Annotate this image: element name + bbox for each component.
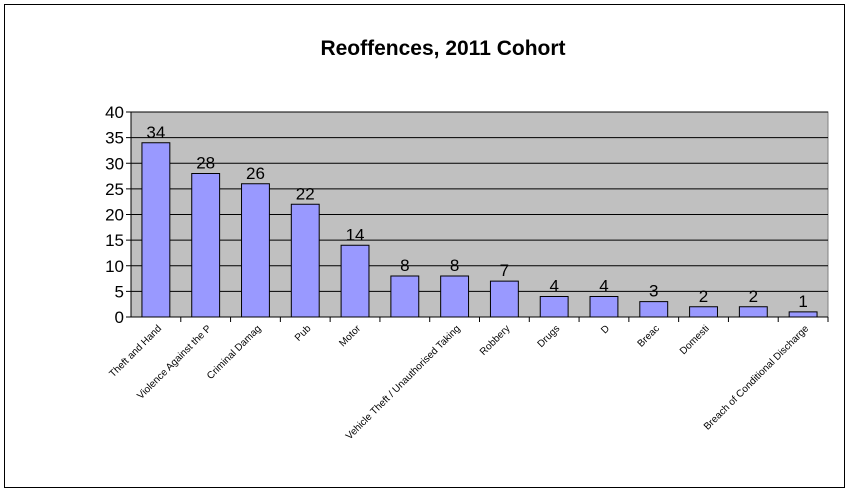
data-label: 7 <box>500 261 509 280</box>
data-label: 22 <box>296 184 315 203</box>
bar <box>738 306 768 318</box>
bar <box>589 296 619 318</box>
data-label: 14 <box>346 225 365 244</box>
y-tick-label: 15 <box>105 231 124 250</box>
data-label: 1 <box>798 292 807 311</box>
y-tick-label: 40 <box>105 103 124 122</box>
bar <box>788 311 818 318</box>
bar <box>241 183 270 318</box>
data-label: 4 <box>599 277 608 296</box>
x-tick-label: Motor <box>337 323 363 349</box>
bar <box>191 173 221 318</box>
data-label: 8 <box>400 256 409 275</box>
y-tick-label: 25 <box>105 180 124 199</box>
y-tick-label: 10 <box>105 257 124 276</box>
x-tick-label: Breach of Conditional Discharge <box>702 323 811 432</box>
bar <box>290 203 320 318</box>
y-tick-label: 5 <box>115 282 124 301</box>
x-tick-label: Robbery <box>478 323 513 358</box>
y-axis: 0 5 10 15 20 25 30 35 40 <box>105 103 132 327</box>
bar <box>639 301 669 318</box>
x-tick-label: Domesti <box>678 323 712 357</box>
bar <box>141 142 171 318</box>
x-tick-label: Theft and Hand <box>107 323 164 380</box>
x-tick-label: Vehicle Theft / Unauthorised Taking <box>344 323 463 442</box>
data-label: 34 <box>146 123 165 142</box>
data-label: 28 <box>196 154 215 173</box>
bar <box>689 306 718 318</box>
x-tick-label: Drugs <box>536 323 563 350</box>
data-label: 8 <box>450 256 459 275</box>
x-tick-label: D <box>599 323 612 336</box>
data-label: 4 <box>549 277 558 296</box>
bar <box>489 280 519 318</box>
x-tick-label: Breac <box>636 323 662 349</box>
y-tick-label: 30 <box>105 154 124 173</box>
bar <box>440 275 470 318</box>
y-tick-label: 35 <box>105 129 124 148</box>
bar <box>539 296 569 318</box>
data-label: 3 <box>649 282 658 301</box>
data-label: 2 <box>749 287 758 306</box>
y-tick-label: 20 <box>105 206 124 225</box>
data-label: 26 <box>246 164 265 183</box>
bar <box>340 244 370 318</box>
data-label: 2 <box>699 287 708 306</box>
bar <box>390 275 420 318</box>
chart-title: Reoffences, 2011 Cohort <box>320 37 565 60</box>
x-tick-label: Pub <box>293 323 314 344</box>
y-tick-label: 0 <box>115 308 124 327</box>
x-tick-label: Criminal Damag <box>205 323 263 381</box>
